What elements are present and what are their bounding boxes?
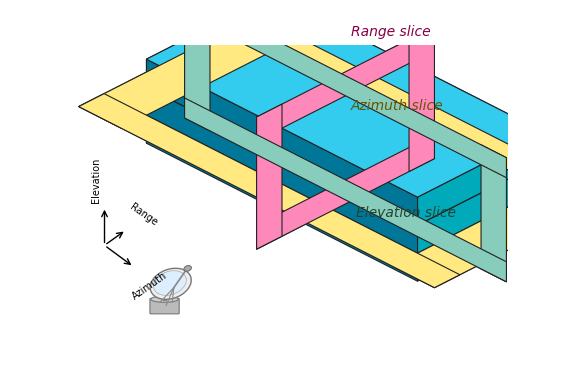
Polygon shape — [147, 115, 418, 281]
Polygon shape — [256, 26, 435, 141]
Polygon shape — [273, 50, 544, 217]
Polygon shape — [147, 23, 544, 225]
Text: Azimuth slice: Azimuth slice — [350, 99, 443, 113]
Polygon shape — [147, 0, 544, 197]
Text: Range: Range — [128, 202, 160, 227]
Polygon shape — [147, 59, 418, 225]
Polygon shape — [418, 188, 544, 281]
Polygon shape — [418, 161, 544, 253]
Text: Elevation slice: Elevation slice — [356, 206, 456, 220]
Ellipse shape — [184, 265, 191, 271]
Polygon shape — [185, 98, 507, 282]
Text: Azimuth: Azimuth — [130, 271, 169, 302]
Ellipse shape — [153, 271, 186, 296]
Polygon shape — [481, 145, 507, 282]
Polygon shape — [418, 132, 544, 225]
Polygon shape — [185, 0, 210, 131]
Polygon shape — [147, 87, 418, 253]
Polygon shape — [256, 135, 435, 249]
Text: Range slice: Range slice — [350, 24, 430, 38]
Polygon shape — [231, 16, 566, 210]
Polygon shape — [256, 26, 435, 249]
Polygon shape — [273, 0, 544, 161]
Polygon shape — [79, 94, 460, 288]
Polygon shape — [79, 16, 299, 128]
Text: Elevation: Elevation — [91, 158, 101, 203]
Polygon shape — [79, 16, 566, 288]
Polygon shape — [147, 23, 273, 115]
Polygon shape — [185, 0, 507, 282]
Polygon shape — [147, 50, 273, 143]
Polygon shape — [256, 104, 282, 249]
Polygon shape — [147, 0, 273, 87]
FancyBboxPatch shape — [150, 299, 179, 314]
Ellipse shape — [151, 296, 178, 302]
Polygon shape — [185, 0, 507, 178]
Polygon shape — [392, 176, 566, 288]
Polygon shape — [273, 23, 544, 188]
Polygon shape — [409, 26, 435, 171]
Ellipse shape — [150, 268, 191, 299]
Polygon shape — [147, 50, 544, 253]
